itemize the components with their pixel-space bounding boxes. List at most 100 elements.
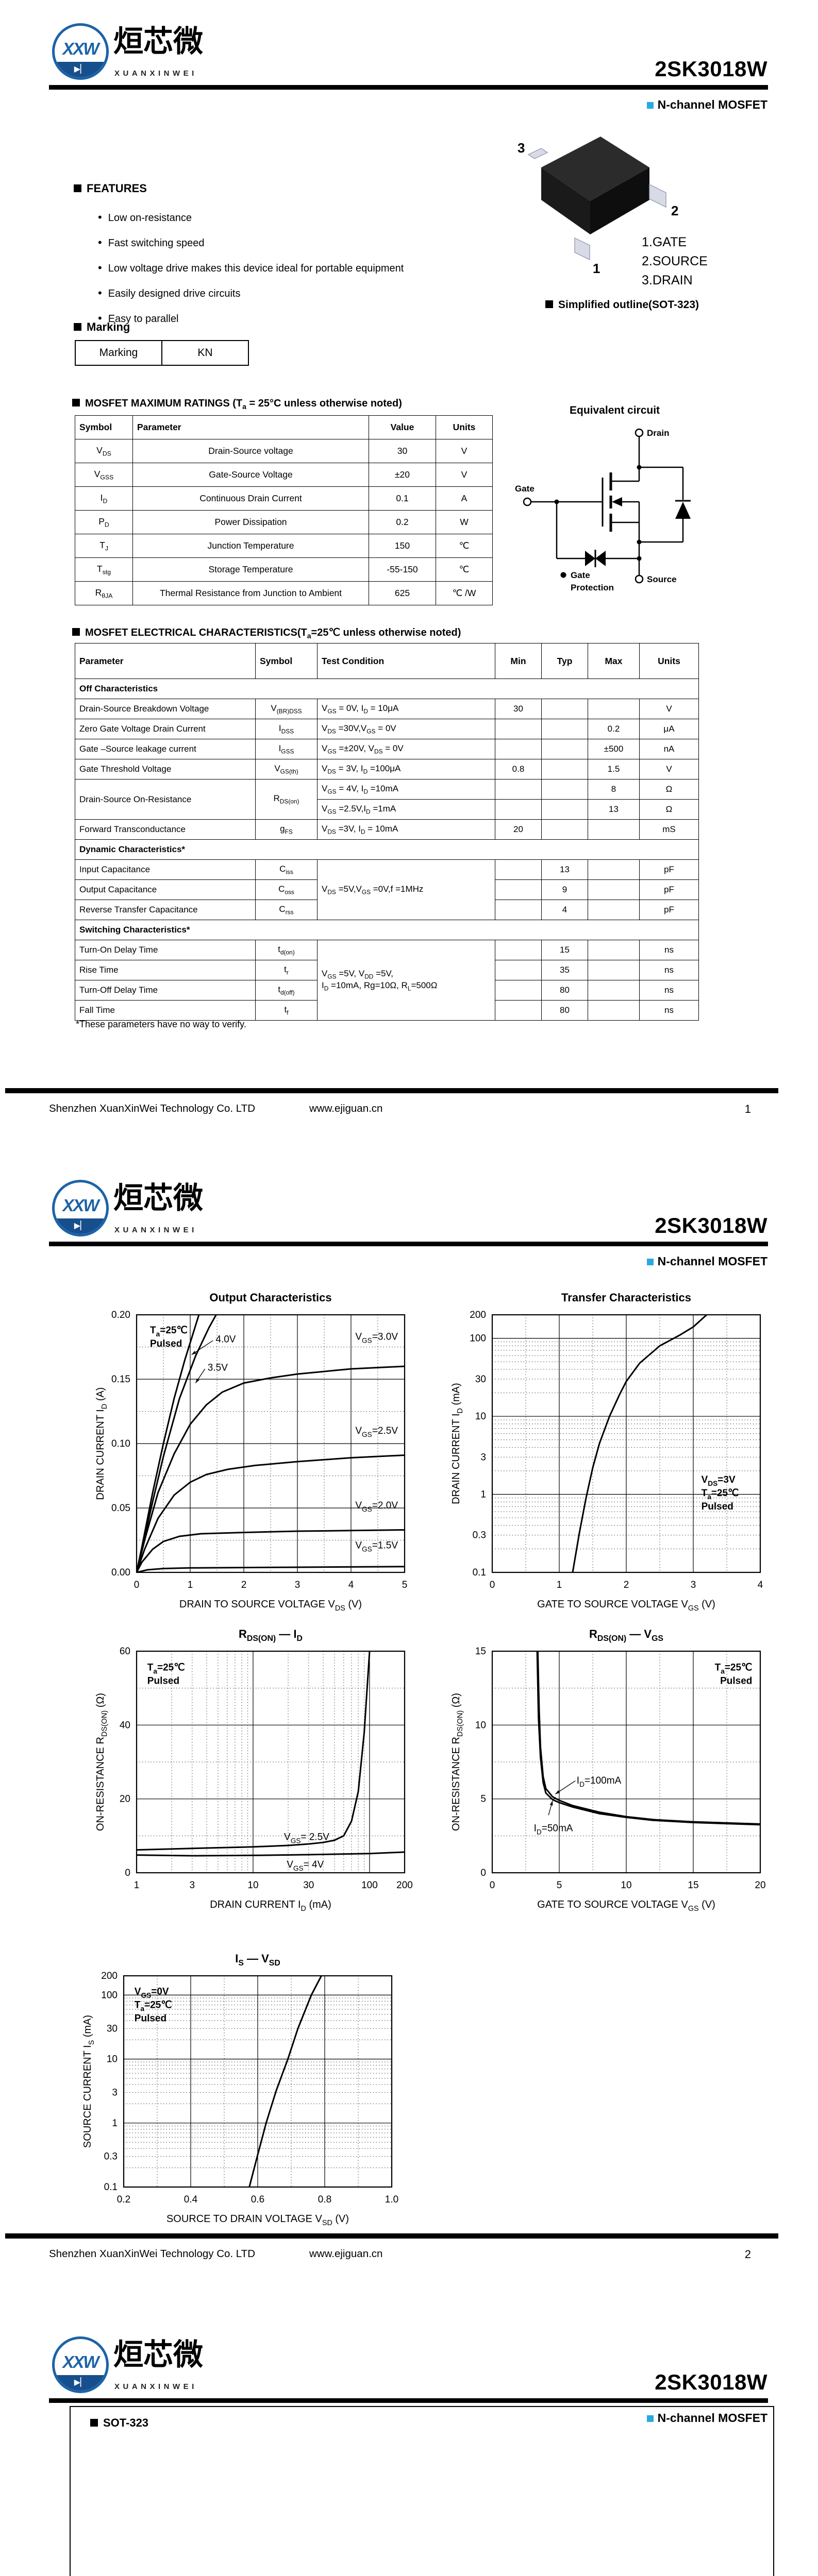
chart-annotation: Pulsed	[150, 1338, 182, 1349]
table-cell	[588, 879, 640, 900]
footer-page-number: 1	[744, 1103, 751, 1115]
brand-logo-letters: XXW	[62, 1196, 99, 1215]
table-row: Fall Time tf 80 ns	[75, 1000, 699, 1021]
table-row: Output Capacitance Coss 9 pF	[75, 879, 699, 900]
y-axis-label: ON-RESISTANCE RDS(ON) (Ω)	[450, 1693, 464, 1831]
table-cell: td(off)	[255, 980, 318, 1001]
chart-annotation: VGS=1.5V	[355, 1540, 398, 1553]
table-cell: VDS	[75, 439, 133, 463]
table-cell	[541, 759, 588, 779]
y-tick-label: 0	[480, 1868, 486, 1878]
feature-item: Fast switching speed	[98, 230, 404, 256]
page-2: XXW ▶▏ 烜芯微 XUANXINWEI 2SK3018W N-channel…	[0, 1157, 818, 2313]
table-cell	[541, 739, 588, 759]
table-cell: V	[436, 439, 493, 463]
table-cell: tr	[255, 960, 318, 980]
x-tick-label: 4	[348, 1580, 354, 1590]
x-tick-label: 10	[247, 1880, 258, 1891]
y-tick-label: 200	[470, 1310, 486, 1320]
y-axis-label: ON-RESISTANCE RDS(ON) (Ω)	[95, 1693, 109, 1831]
x-axis-label: GATE TO SOURCE VOLTAGE VGS (V)	[537, 1899, 715, 1913]
table-cell: Drain-Source voltage	[132, 439, 369, 463]
chart-annotation: Ta=25℃	[135, 2000, 172, 2013]
table-cell: Continuous Drain Current	[132, 486, 369, 511]
x-tick-label: 15	[688, 1880, 698, 1891]
chart-annotation: VGS=3.0V	[355, 1332, 398, 1345]
section-square-icon	[72, 628, 80, 636]
table-cell	[541, 699, 588, 719]
table-cell: VGS = 0V, ID = 10μA	[317, 699, 495, 719]
table-cell	[495, 859, 542, 880]
chart-annotation: Pulsed	[135, 2013, 166, 2024]
table-cell	[541, 779, 588, 800]
chart-title: Output Characteristics	[209, 1291, 331, 1304]
footnote: *These parameters have no way to verify.	[76, 1019, 246, 1029]
footer-rule	[5, 1088, 778, 1093]
footer-website[interactable]: www.ejiguan.cn	[309, 2248, 383, 2260]
table-cell	[588, 859, 640, 880]
table-cell: td(on)	[255, 940, 318, 960]
table-cell: Gate Threshold Voltage	[75, 759, 256, 779]
chart-title: RDS(ON) — ID	[239, 1628, 303, 1643]
table-cell: 150	[369, 534, 436, 558]
x-tick-label: 5	[402, 1580, 408, 1590]
x-tick-label: 100	[361, 1880, 378, 1891]
brand-name-cn: 烜芯微	[113, 25, 204, 58]
column-header: Min	[495, 643, 542, 679]
section-square-icon	[74, 184, 81, 192]
brand-logo-letters: XXW	[62, 2352, 99, 2371]
table-row: RθJA Thermal Resistance from Junction to …	[75, 581, 493, 605]
table-cell: TJ	[75, 534, 133, 558]
y-tick-label: 0.1	[104, 2182, 118, 2193]
device-type: N-channel MOSFET	[646, 98, 767, 112]
brand-logo-letters: XXW	[62, 39, 99, 58]
table-cell	[588, 940, 640, 960]
footer-website[interactable]: www.ejiguan.cn	[309, 1103, 383, 1114]
table-cell: Gate-Source Voltage	[132, 463, 369, 487]
series-VGS=1.5V	[137, 1566, 405, 1572]
x-tick-label: 3	[295, 1580, 301, 1590]
table-cell	[495, 779, 542, 800]
equivalent-circuit-diagram: Drain Gate Source Gate Protection Diode	[515, 428, 691, 592]
table-cell	[588, 960, 640, 980]
section-square-icon	[74, 323, 81, 331]
x-tick-label: 1	[557, 1580, 562, 1590]
brand-logo: XXW ▶▏	[52, 23, 109, 80]
chart-annotation: Ta=25℃	[147, 1663, 185, 1675]
outline-caption: Simplified outline(SOT-323)	[545, 299, 699, 311]
chart-annotation: Pulsed	[702, 1501, 733, 1512]
table-row: Turn-On Delay Time td(on) VGS =5V, VDD =5V…	[75, 940, 699, 1021]
table-cell: 1.5	[588, 759, 640, 779]
table-cell: Fall Time	[75, 1000, 256, 1021]
chart-annotation: ID=100mA	[577, 1775, 622, 1788]
table-row: TJ Junction Temperature 150 ℃	[75, 534, 493, 558]
table-row: Reverse Transfer Capacitance Crss 4 pF	[75, 900, 699, 920]
section-square-icon	[90, 2419, 98, 2427]
table-cell	[588, 819, 640, 840]
electrical-table: Parameter Symbol Test Condition Min Typ Max Un…	[75, 643, 699, 1021]
table-cell: Rise Time	[75, 960, 256, 980]
sot323-title: SOT-323	[90, 2416, 148, 2430]
chart-annotation: VGS= 2.5V	[284, 1832, 329, 1844]
table-row: Gate –Source leakage current IGSS VGS =±20…	[75, 739, 699, 759]
chart-annotation: 4.0V	[215, 1334, 236, 1345]
table-cell: 20	[495, 819, 542, 840]
pin3-lead	[527, 148, 548, 159]
source-label: Source	[647, 574, 677, 584]
column-header: Units	[436, 415, 493, 439]
x-tick-label: 0.6	[251, 2194, 264, 2205]
header-row: Parameter Symbol Test Condition Min Typ Max Un…	[75, 643, 699, 679]
pin1-number: 1	[593, 261, 600, 276]
chart-svg: 1 3 10 30 100 200 0 20 40 60 RDS(ON) — ID DRAIN CUR…	[95, 1628, 413, 1913]
y-tick-label: 100	[101, 1990, 118, 2001]
x-tick-label: 1.0	[385, 2194, 398, 2205]
column-header: Parameter	[132, 415, 369, 439]
marking-title: Marking	[74, 320, 130, 334]
table-cell: V	[639, 759, 699, 779]
x-tick-label: 0.4	[184, 2194, 198, 2205]
chart-svg: 0 1 2 3 4 200 100 30 10 3 1 0.3 0.1 Transfer Characte…	[450, 1291, 763, 1613]
chart-svg: 0 5 10 15 20 0 5 10 15 RDS(ON) — VGS GATE TO SOURC…	[450, 1628, 766, 1913]
marking-table: Marking KN	[75, 340, 249, 366]
table-cell: ±20	[369, 463, 436, 487]
x-axis-label: SOURCE TO DRAIN VOLTAGE VSD (V)	[166, 2213, 349, 2227]
